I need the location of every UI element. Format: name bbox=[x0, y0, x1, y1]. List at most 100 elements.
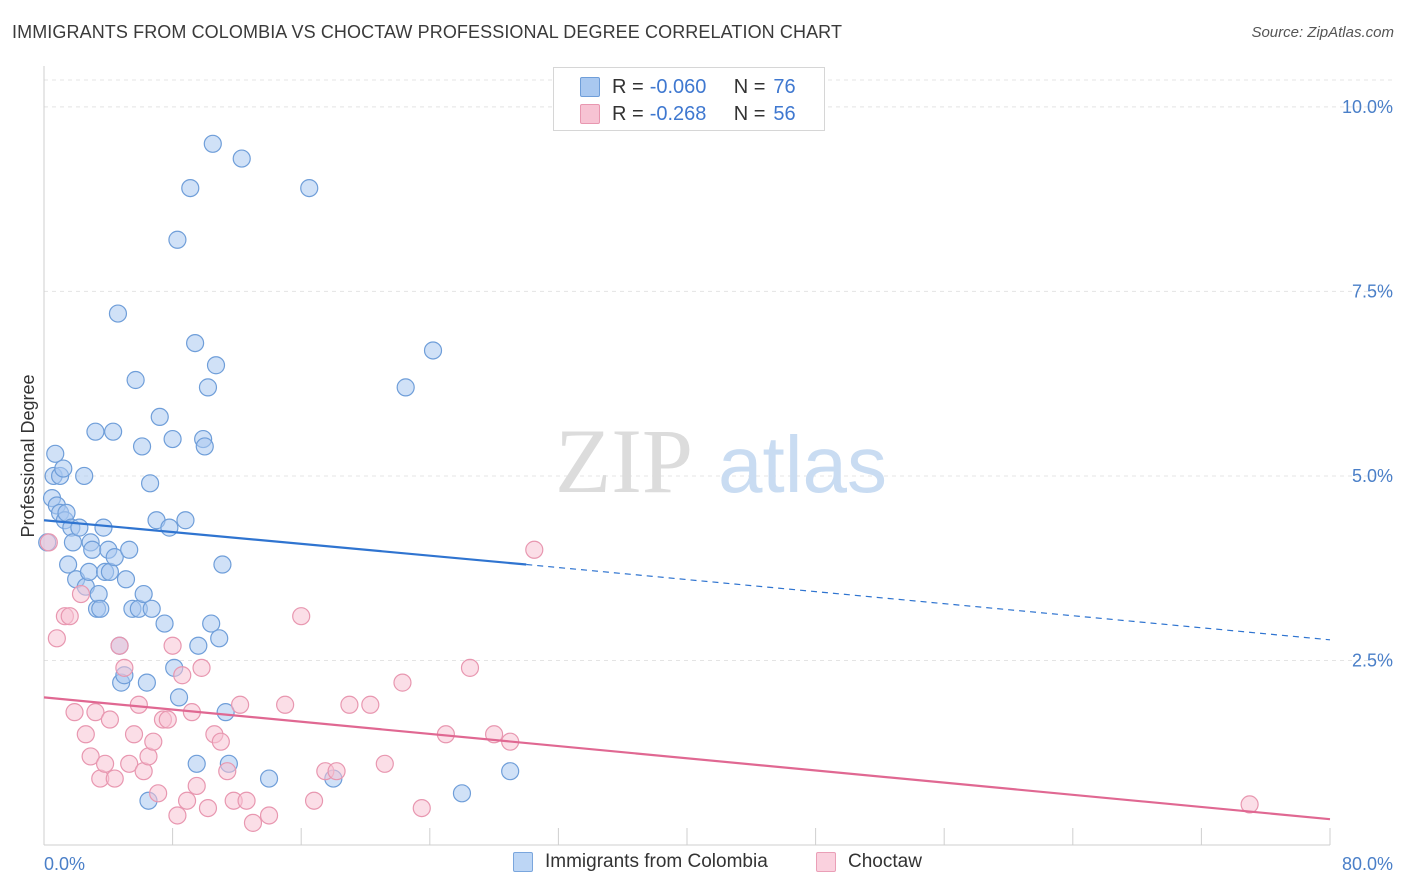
colombia-point bbox=[259, 769, 279, 788]
n-label: N = bbox=[733, 75, 766, 98]
choctaw-point bbox=[110, 636, 129, 655]
y-axis-label: Professional Degree bbox=[18, 374, 38, 537]
choctaw-point bbox=[105, 769, 124, 788]
colombia-point bbox=[75, 466, 94, 486]
colombia-point bbox=[83, 540, 102, 559]
n-label: N = bbox=[733, 102, 766, 125]
choctaw-point bbox=[259, 806, 279, 825]
choctaw-point bbox=[198, 798, 218, 818]
choctaw-point bbox=[237, 791, 256, 810]
colombia-trend-extension bbox=[526, 563, 1331, 641]
choctaw-point bbox=[460, 658, 480, 677]
choctaw-point bbox=[177, 791, 197, 810]
tick-labels: 2.5% 5.0% 7.5% 10.0% 0.0% 80.0% bbox=[44, 97, 1393, 874]
colombia-point bbox=[232, 149, 251, 168]
choctaw-point bbox=[149, 784, 168, 803]
colombia-point bbox=[59, 555, 78, 574]
colombia-trend-line bbox=[43, 519, 527, 566]
colombia-point bbox=[46, 444, 65, 463]
stats-row-choctaw: R = -0.268 N = 56 bbox=[580, 101, 796, 127]
choctaw-point bbox=[120, 754, 139, 773]
colombia-point bbox=[108, 304, 128, 323]
choctaw-point bbox=[60, 607, 79, 626]
colombia-point bbox=[300, 178, 319, 198]
colombia-point bbox=[202, 614, 221, 633]
choctaw-point bbox=[375, 754, 394, 773]
stats-row-colombia: R = -0.060 N = 76 bbox=[580, 74, 796, 100]
colombia-point bbox=[176, 511, 195, 530]
colombia-point bbox=[501, 762, 520, 781]
series-legend: Immigrants from Colombia Choctaw bbox=[0, 851, 1406, 879]
choctaw-point bbox=[218, 762, 237, 781]
choctaw-point bbox=[163, 636, 182, 655]
x-tick-label-min: 0.0% bbox=[44, 854, 85, 874]
watermark-atlas: atlas bbox=[718, 420, 887, 509]
choctaw-point bbox=[211, 732, 230, 751]
choctaw-point bbox=[158, 710, 177, 729]
choctaw-point bbox=[192, 658, 211, 677]
colombia-point bbox=[104, 422, 123, 441]
colombia-point bbox=[169, 688, 189, 707]
colombia-point bbox=[79, 562, 99, 582]
y-tick-label: 10.0% bbox=[1342, 97, 1393, 117]
colombia-point bbox=[142, 599, 161, 618]
r-label: R = bbox=[612, 75, 644, 98]
colombia-point bbox=[163, 429, 182, 449]
colombia-point bbox=[189, 636, 208, 655]
choctaw-point bbox=[86, 703, 105, 722]
source-label: Source: ZipAtlas.com bbox=[1251, 24, 1394, 41]
legend-swatch-choctaw bbox=[816, 852, 836, 872]
n-value: 56 bbox=[773, 102, 796, 125]
choctaw-point bbox=[340, 695, 359, 714]
choctaw-point bbox=[168, 806, 187, 825]
y-tick-label: 5.0% bbox=[1352, 466, 1393, 486]
colombia-point bbox=[137, 673, 156, 692]
colombia-point bbox=[216, 703, 235, 722]
colombia-point bbox=[206, 356, 226, 375]
choctaw-swatch bbox=[580, 104, 600, 124]
r-label: R = bbox=[612, 102, 644, 125]
colombia-point bbox=[86, 422, 105, 441]
chart-title: IMMIGRANTS FROM COLOMBIA VS CHOCTAW PROF… bbox=[12, 22, 843, 42]
watermark-zip: ZIP bbox=[555, 410, 693, 512]
choctaw-point bbox=[71, 584, 91, 604]
colombia-point bbox=[94, 518, 113, 537]
choctaw-point bbox=[327, 762, 346, 781]
choctaw-trend-line bbox=[43, 696, 1331, 821]
choctaw-point bbox=[76, 725, 95, 744]
choctaw-point bbox=[525, 540, 544, 559]
legend-item-choctaw[interactable]: Choctaw bbox=[816, 851, 922, 873]
colombia-point bbox=[452, 784, 472, 803]
colombia-point bbox=[210, 629, 229, 648]
colombia-point bbox=[126, 370, 145, 390]
series-choctaw-points bbox=[39, 533, 1259, 832]
r-value: -0.268 bbox=[649, 102, 707, 125]
colombia-point bbox=[187, 754, 206, 773]
colombia-point bbox=[423, 341, 443, 360]
choctaw-point bbox=[231, 695, 250, 714]
colombia-point bbox=[198, 378, 218, 397]
colombia-point bbox=[160, 518, 179, 537]
colombia-point bbox=[132, 437, 152, 456]
colombia-point bbox=[105, 548, 124, 567]
colombia-point bbox=[140, 474, 160, 493]
colombia-point bbox=[186, 333, 205, 353]
choctaw-point bbox=[65, 703, 84, 722]
legend-item-colombia[interactable]: Immigrants from Colombia bbox=[513, 851, 768, 873]
choctaw-point bbox=[173, 666, 192, 685]
legend-label-colombia: Immigrants from Colombia bbox=[545, 851, 768, 872]
gridlines bbox=[44, 79, 1392, 661]
choctaw-point bbox=[1240, 795, 1259, 814]
choctaw-point bbox=[276, 695, 295, 714]
choctaw-point bbox=[292, 607, 311, 626]
colombia-point bbox=[70, 518, 89, 537]
x-tick-label-max: 80.0% bbox=[1342, 854, 1393, 874]
colombia-point bbox=[155, 614, 174, 633]
watermark: ZIP atlas bbox=[555, 410, 887, 512]
choctaw-point bbox=[304, 791, 324, 810]
colombia-swatch bbox=[580, 77, 600, 97]
choctaw-point bbox=[243, 813, 263, 832]
choctaw-point bbox=[361, 695, 380, 714]
choctaw-point bbox=[47, 629, 66, 648]
